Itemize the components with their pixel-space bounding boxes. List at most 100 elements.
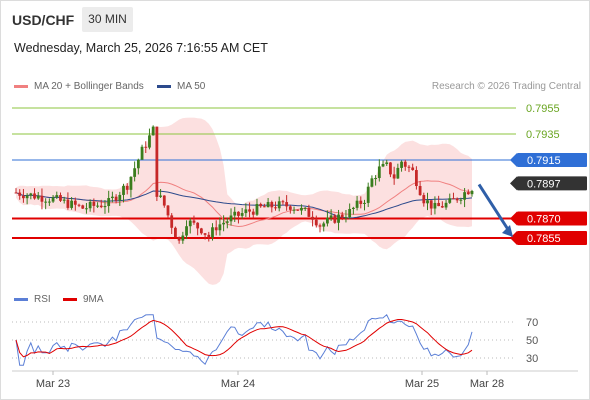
candle-body: [133, 168, 137, 177]
rsi-swatch: [14, 298, 28, 301]
candle-body: [85, 208, 88, 210]
candle-body: [274, 207, 277, 209]
candle-body: [196, 222, 200, 229]
rsi-level-label-50: 50: [526, 335, 538, 347]
level-tag-arrow-0.7915: [510, 153, 517, 167]
candle-body: [222, 222, 226, 225]
candle-body: [177, 237, 181, 241]
candle-body: [18, 192, 22, 196]
candle-body: [211, 227, 214, 238]
candle-body: [266, 202, 270, 208]
rsi-9ma-line: [15, 319, 473, 358]
candle-body: [363, 202, 366, 204]
candle-body: [185, 226, 188, 236]
x-tick-label-mar-28: Mar 28: [470, 378, 504, 390]
candle-body: [333, 215, 337, 223]
candle-body: [29, 193, 33, 196]
candle-body: [14, 192, 18, 194]
candle-body: [129, 176, 133, 190]
candle-body: [318, 225, 322, 227]
x-tick-label-mar-24: Mar 24: [221, 378, 255, 390]
candle-body: [255, 203, 259, 215]
candle-body: [355, 200, 359, 208]
candle-body: [159, 195, 162, 197]
candle-body: [192, 220, 196, 223]
candle-body: [174, 227, 177, 238]
forecast-arrow-shaft: [477, 183, 511, 232]
candle-body: [229, 215, 233, 222]
candle-body: [33, 193, 36, 199]
candle-body: [155, 126, 159, 197]
candle-body: [107, 198, 111, 207]
candle-body: [459, 199, 463, 201]
candle-body: [314, 219, 318, 226]
candle-body: [296, 209, 300, 211]
candle-body: [400, 161, 403, 168]
candle-body: [270, 202, 274, 208]
candle-body: [70, 200, 74, 208]
legend-ma20: MA 20 + Bollinger Bands: [14, 81, 144, 92]
candle-body: [136, 159, 140, 169]
candle-body: [237, 211, 240, 216]
ma50-line: [15, 190, 473, 219]
candle-body: [403, 161, 407, 167]
candle-body: [44, 201, 48, 203]
candle-body: [470, 191, 474, 195]
candle-body: [466, 192, 470, 195]
candle-body: [166, 205, 170, 216]
candle-body: [203, 233, 207, 235]
forecast-arrow-head: [502, 225, 513, 237]
candle-body: [125, 185, 129, 190]
candle-body: [392, 174, 396, 179]
level-tag-0.7870: [517, 211, 587, 226]
candle-body: [181, 235, 185, 241]
candle-body: [385, 162, 389, 165]
candle-body: [22, 195, 25, 199]
x-tick-label-mar-25: Mar 25: [405, 378, 439, 390]
legend-9ma: 9MA: [63, 294, 104, 305]
candle-body: [118, 194, 122, 201]
candle-body: [40, 195, 44, 202]
candle-body: [199, 228, 203, 234]
timeframe-button[interactable]: 30 MIN: [82, 7, 133, 32]
candle-body: [248, 209, 251, 212]
candle-body: [51, 197, 55, 202]
level-label-0.7955: 0.7955: [526, 103, 560, 115]
candle-body: [170, 215, 174, 228]
candle-body: [288, 206, 292, 210]
candle-body: [426, 200, 429, 204]
candle-body: [251, 211, 255, 215]
candle-body: [389, 162, 392, 175]
legend-ma20-label: MA 20 + Bollinger Bands: [34, 81, 144, 92]
candle-body: [218, 224, 222, 231]
candle-body: [440, 206, 444, 208]
candle-body: [214, 227, 218, 231]
candle-body: [240, 213, 244, 216]
candle-body: [444, 202, 448, 208]
candle-body: [359, 200, 363, 204]
candle-body: [285, 202, 289, 207]
candle-body: [77, 204, 81, 206]
candle-body: [292, 209, 296, 211]
candle-body: [188, 220, 192, 227]
candle-body: [311, 216, 314, 220]
candle-body: [59, 195, 62, 201]
candle-body: [99, 205, 103, 208]
level-tag-0.7915: [517, 153, 587, 167]
level-tag-0.7855: [517, 231, 587, 245]
candle-body: [452, 198, 455, 200]
candle-body: [96, 205, 99, 207]
candle-body: [281, 201, 285, 203]
candle-body: [303, 207, 307, 209]
candle-body: [148, 135, 151, 148]
legend-ma50: MA 50: [157, 81, 205, 92]
last-price-tag: [517, 176, 587, 191]
candle-body: [422, 195, 426, 204]
candle-body: [307, 207, 311, 217]
level-label-0.7915: 0.7915: [527, 155, 561, 167]
candle-body: [437, 202, 441, 207]
ma20-swatch: [14, 85, 28, 88]
candle-body: [114, 196, 118, 201]
